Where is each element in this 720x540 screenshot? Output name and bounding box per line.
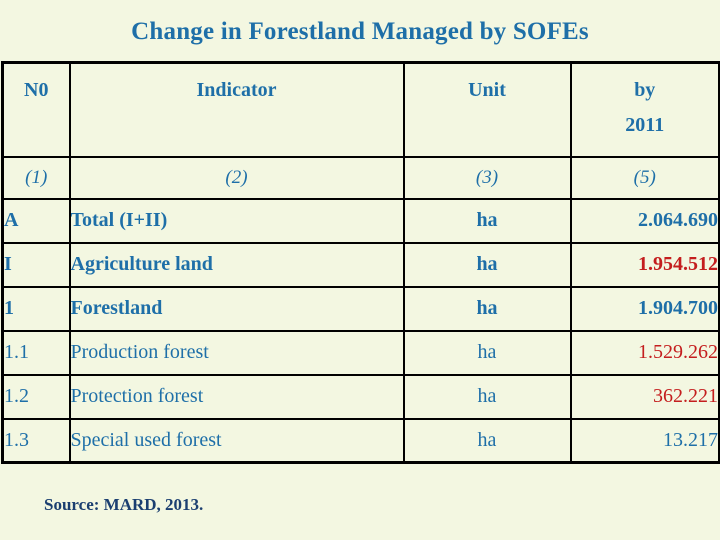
value-cell: 13.217 bbox=[569, 417, 720, 464]
value-cell: 362.221 bbox=[569, 373, 720, 420]
row-number-cell: 1.1 bbox=[1, 329, 71, 376]
indicator-cell: Special used forest bbox=[68, 417, 405, 464]
row-number-cell: 1.3 bbox=[1, 417, 71, 464]
table-subheader-row: (1) (2) (3) (5) bbox=[1, 155, 720, 200]
column-header-by-2011: by 2011 bbox=[569, 61, 720, 158]
value-cell: 1.529.262 bbox=[569, 329, 720, 376]
unit-cell: ha bbox=[402, 285, 572, 332]
column-header-no: N0 bbox=[1, 61, 71, 158]
subheader-col4: (5) bbox=[569, 155, 720, 200]
indicator-cell: Total (I+II) bbox=[68, 197, 405, 244]
unit-cell: ha bbox=[402, 417, 572, 464]
table-header-row: N0 Indicator Unit by 2011 bbox=[1, 61, 720, 158]
subheader-col1: (1) bbox=[1, 155, 71, 200]
row-number-cell: 1 bbox=[1, 285, 71, 332]
indicator-cell: Production forest bbox=[68, 329, 405, 376]
value-cell: 2.064.690 bbox=[569, 197, 720, 244]
column-header-indicator: Indicator bbox=[68, 61, 405, 158]
value-cell: 1.954.512 bbox=[569, 241, 720, 288]
table-row: I Agriculture land ha 1.954.512 bbox=[1, 241, 720, 288]
row-number-cell: I bbox=[1, 241, 71, 288]
forestland-table: N0 Indicator Unit by 2011 (1) (2) (3) (5… bbox=[1, 61, 720, 464]
indicator-cell: Protection forest bbox=[68, 373, 405, 420]
value-cell: 1.904.700 bbox=[569, 285, 720, 332]
row-number-cell: A bbox=[1, 197, 71, 244]
table-row: 1.3 Special used forest ha 13.217 bbox=[1, 417, 720, 464]
subheader-col2: (2) bbox=[68, 155, 405, 200]
table-row: A Total (I+II) ha 2.064.690 bbox=[1, 197, 720, 244]
unit-cell: ha bbox=[402, 373, 572, 420]
table-row: 1.2 Protection forest ha 362.221 bbox=[1, 373, 720, 420]
indicator-cell: Forestland bbox=[68, 285, 405, 332]
column-header-unit: Unit bbox=[402, 61, 572, 158]
table-row: 1 Forestland ha 1.904.700 bbox=[1, 285, 720, 332]
subheader-col3: (3) bbox=[402, 155, 572, 200]
slide-title: Change in Forestland Managed by SOFEs bbox=[131, 18, 589, 45]
source-note: Source: MARD, 2013. bbox=[44, 495, 204, 514]
table-row: 1.1 Production forest ha 1.529.262 bbox=[1, 329, 720, 376]
row-number-cell: 1.2 bbox=[1, 373, 71, 420]
unit-cell: ha bbox=[402, 197, 572, 244]
unit-cell: ha bbox=[402, 329, 572, 376]
indicator-cell: Agriculture land bbox=[68, 241, 405, 288]
unit-cell: ha bbox=[402, 241, 572, 288]
